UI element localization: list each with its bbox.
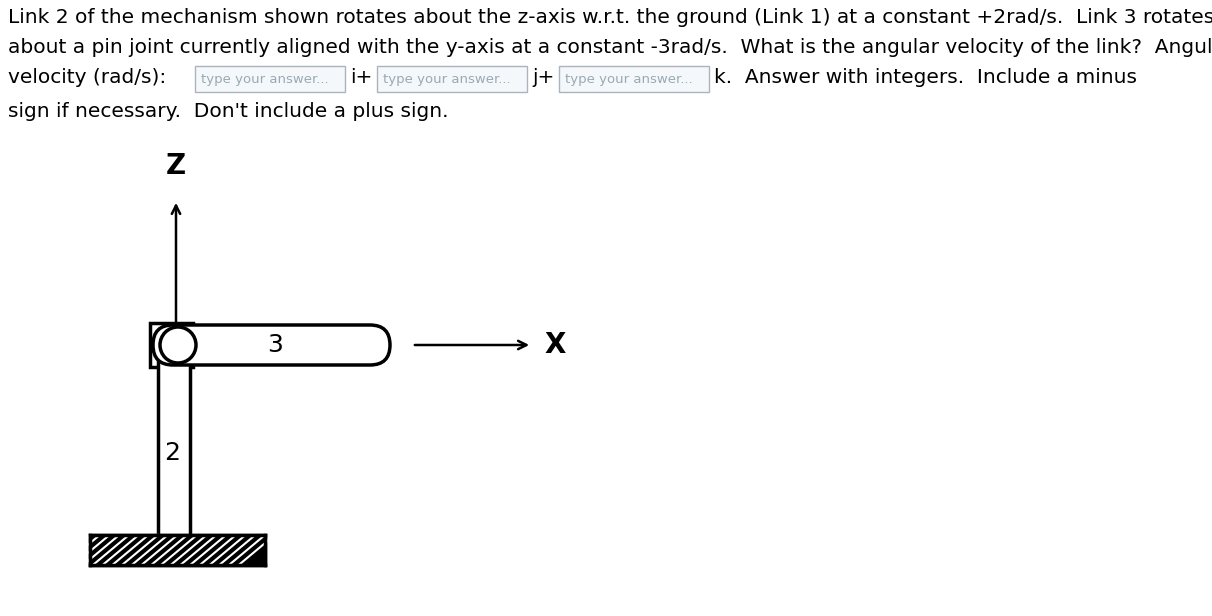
- Text: velocity (rad/s):: velocity (rad/s):: [8, 68, 166, 87]
- Text: 3: 3: [267, 333, 282, 357]
- Text: k.  Answer with integers.  Include a minus: k. Answer with integers. Include a minus: [714, 68, 1137, 87]
- Bar: [90, 535, 265, 565]
- Text: 2: 2: [164, 440, 181, 464]
- Bar: [559, 66, 709, 92]
- Text: type your answer...: type your answer...: [383, 73, 510, 86]
- Bar: [150, 323, 193, 367]
- Text: type your answer...: type your answer...: [201, 73, 328, 86]
- Bar: [195, 66, 345, 92]
- Text: X: X: [544, 331, 565, 359]
- Text: i+: i+: [350, 68, 372, 87]
- Text: type your answer...: type your answer...: [565, 73, 692, 86]
- Circle shape: [160, 327, 196, 363]
- Text: sign if necessary.  Don't include a plus sign.: sign if necessary. Don't include a plus …: [8, 102, 448, 121]
- Text: about a pin joint currently aligned with the y-axis at a constant -3rad/s.  What: about a pin joint currently aligned with…: [8, 38, 1212, 57]
- Text: Z: Z: [166, 152, 187, 180]
- Bar: [158, 350, 190, 535]
- FancyBboxPatch shape: [153, 325, 390, 365]
- Bar: [377, 66, 527, 92]
- Text: j+: j+: [532, 68, 554, 87]
- Text: Link 2 of the mechanism shown rotates about the z-axis w.r.t. the ground (Link 1: Link 2 of the mechanism shown rotates ab…: [8, 8, 1212, 27]
